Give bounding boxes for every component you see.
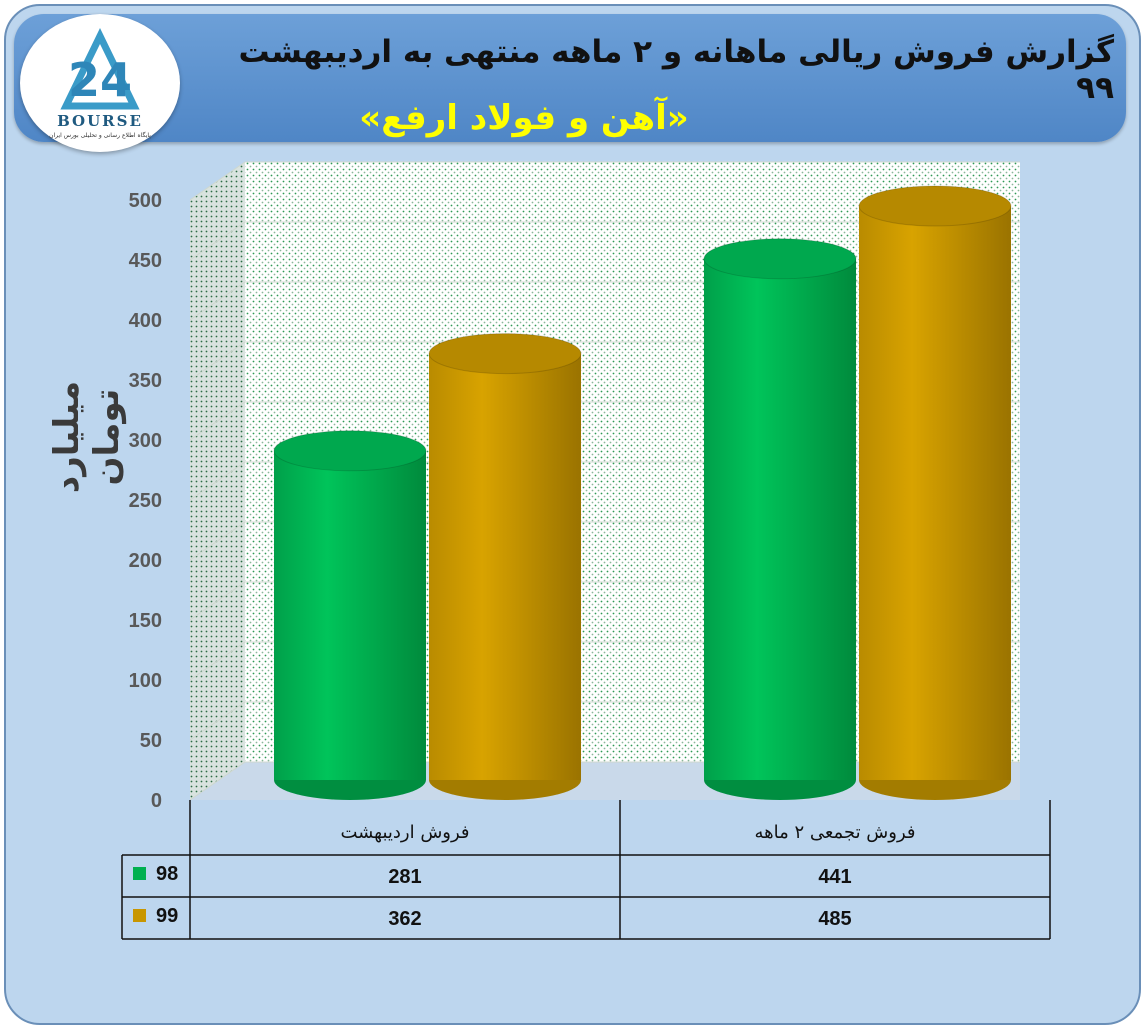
grid-line-side xyxy=(189,641,246,681)
chart-title: گزارش فروش ریالی ماهانه و ۲ ماهه منتهی ب… xyxy=(238,34,1114,106)
grid-line-side xyxy=(189,161,246,201)
y-tick-label: 300 xyxy=(129,430,162,452)
legend-label: 99 xyxy=(156,905,178,927)
legend-swatch xyxy=(133,867,146,880)
x-category-label: فروش اردیبهشت xyxy=(340,822,469,843)
grid-line-side xyxy=(189,761,246,801)
grid-line-side xyxy=(189,221,246,261)
grid-line-side xyxy=(189,461,246,501)
data-table: فروش اردیبهشت فروش تجمعی ۲ ماهه 98 281 441 99… xyxy=(121,800,1051,940)
table-value: 485 xyxy=(818,908,851,930)
logo-wordmark: BOURSE xyxy=(57,112,143,130)
grid-line-side xyxy=(189,281,246,321)
legend-swatch xyxy=(133,909,146,922)
y-tick-label: 400 xyxy=(129,310,162,332)
logo-tagline: پایگاه اطلاع رسانی و تحلیلی بورس ایران xyxy=(49,132,151,139)
bar-body xyxy=(429,353,581,780)
y-tick-label: 100 xyxy=(129,670,162,692)
y-tick-label: 150 xyxy=(129,610,162,632)
table-value: 362 xyxy=(388,908,421,930)
grid-line-side xyxy=(189,401,246,441)
grid-line-side xyxy=(189,581,246,621)
bar-top xyxy=(858,185,1012,227)
x-category-label: فروش تجمعی ۲ ماهه xyxy=(754,822,915,843)
bar-98-0 xyxy=(273,430,427,800)
legend-label: 98 xyxy=(156,863,178,885)
grid-line-side xyxy=(189,341,246,381)
bar-body xyxy=(274,450,426,780)
header-banner: گزارش فروش ریالی ماهانه و ۲ ماهه منتهی ب… xyxy=(14,14,1126,142)
bourse-logo: 24 BOURSE پایگاه اطلاع رسانی و تحلیلی بو… xyxy=(20,14,180,152)
y-tick-label: 250 xyxy=(129,490,162,512)
bar-top xyxy=(273,430,427,472)
logo-mark-icon: 24 xyxy=(60,27,140,110)
y-tick-label: 200 xyxy=(129,550,162,572)
bar-top xyxy=(703,238,857,280)
table-value: 441 xyxy=(818,866,851,888)
y-tick-label: 50 xyxy=(140,730,162,752)
bar-99-1 xyxy=(858,185,1012,800)
y-axis-ticks: 0 50 100 150 200 250 300 350 400 450 500 xyxy=(129,190,162,812)
table-value: 281 xyxy=(388,866,421,888)
svg-text:24: 24 xyxy=(68,53,132,107)
bars xyxy=(273,185,1012,800)
y-tick-label: 0 xyxy=(151,790,162,812)
y-tick-label: 350 xyxy=(129,370,162,392)
y-tick-label: 500 xyxy=(129,190,162,212)
y-tick-label: 450 xyxy=(129,250,162,272)
bar-body xyxy=(704,258,856,780)
bar-99-0 xyxy=(428,333,582,800)
grid-line-side xyxy=(189,701,246,741)
bar-98-1 xyxy=(703,238,857,800)
grid-line-side xyxy=(189,521,246,561)
bar-top xyxy=(428,333,582,375)
bar-body xyxy=(859,206,1011,780)
chart-subtitle: «آهن و فولاد ارفع» xyxy=(359,98,689,138)
